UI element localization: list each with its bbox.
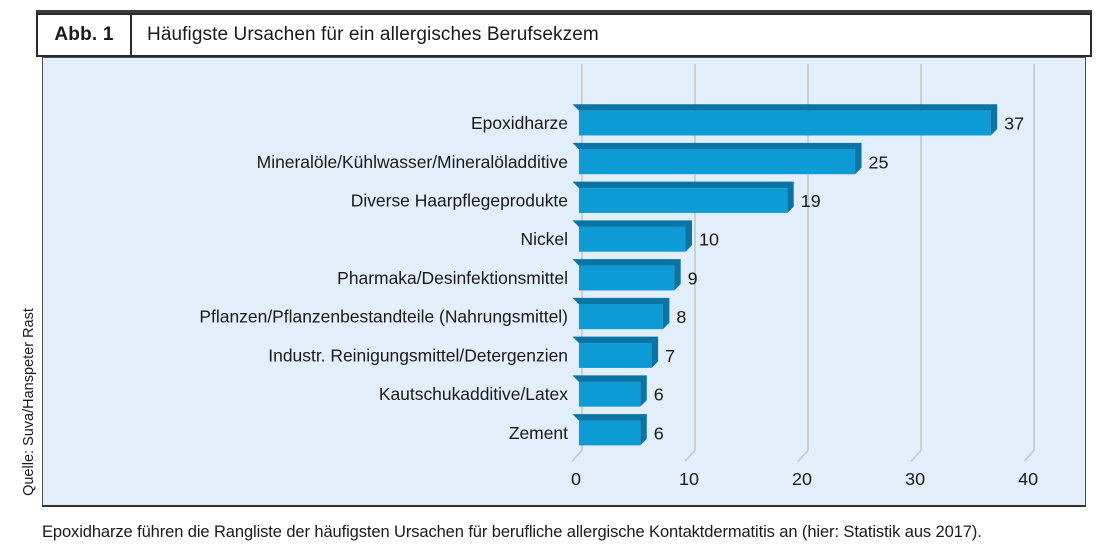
x-tick-label: 20 (792, 469, 812, 489)
figure-header: Abb. 1 Häufigste Ursachen für ein allerg… (36, 13, 1092, 57)
bar-bevel (572, 259, 681, 291)
bar-bevel (572, 414, 647, 446)
bar-front (578, 265, 675, 291)
x-tick-label: 0 (571, 469, 581, 489)
source-credit: Quelle: Suva/Hanspeter Rast (21, 308, 37, 496)
chart-panel: 0 10 20 30 40 Epoxidharze 37 Mineralöle/Kühlwas… (42, 57, 1086, 507)
value-label: 8 (676, 307, 686, 327)
bar-bevel (572, 297, 670, 330)
figure-number-label: Abb. 1 (38, 15, 132, 55)
value-label: 7 (665, 346, 675, 366)
value-label: 6 (654, 385, 664, 405)
category-label: Pflanzen/Pflanzenbestandteile (Nahrungsm… (199, 307, 568, 327)
category-label: Zement (509, 423, 568, 443)
value-label: 25 (869, 152, 889, 172)
bar-chart: 0 10 20 30 40 Epoxidharze 37 Mineralöle/Kühlwas… (199, 63, 1038, 489)
value-label: 10 (699, 230, 719, 250)
x-tick-label: 10 (679, 469, 699, 489)
x-tick-label: 30 (905, 469, 925, 489)
bar-front (578, 343, 652, 368)
category-label: Industr. Reinigungsmittel/Detergenzien (268, 346, 568, 366)
bar-front (578, 188, 788, 213)
bar-bevel (572, 375, 647, 407)
bar-front (578, 304, 663, 330)
category-label: Pharmaka/Desinfektionsmittel (337, 268, 568, 288)
value-label: 19 (801, 191, 821, 211)
bar-front (578, 420, 641, 446)
value-label: 6 (654, 423, 664, 443)
bar-front (578, 226, 686, 252)
bar-bevel (572, 142, 862, 175)
bar-bevel (572, 104, 998, 136)
bar-bevel (572, 220, 693, 252)
top-rule (36, 10, 1092, 13)
figure-caption: Epoxidharze führen die Rangliste der häu… (42, 523, 982, 541)
bar-bevel (572, 181, 794, 213)
figure-title: Häufigste Ursachen für ein allergisches … (147, 24, 599, 45)
category-label: Kautschukadditive/Latex (379, 384, 568, 404)
value-label: 37 (1004, 114, 1024, 134)
bar-bevel (572, 336, 659, 368)
gridline-foot (1023, 449, 1035, 462)
gridline-foot (797, 449, 809, 462)
category-label: Diverse Haarpflegeprodukte (351, 191, 568, 211)
bar-front (578, 381, 641, 407)
bar-front (578, 110, 991, 136)
value-label: 9 (688, 269, 698, 289)
bar-front (578, 149, 856, 175)
gridline-foot (910, 449, 922, 462)
x-tick-label: 40 (1018, 469, 1038, 489)
category-label: Mineralöle/Kühlwasser/Mineralöladditive (257, 152, 568, 172)
category-label: Nickel (520, 229, 568, 249)
category-label: Epoxidharze (471, 113, 568, 133)
gridline-foot (571, 449, 583, 462)
gridline-foot (684, 449, 696, 462)
